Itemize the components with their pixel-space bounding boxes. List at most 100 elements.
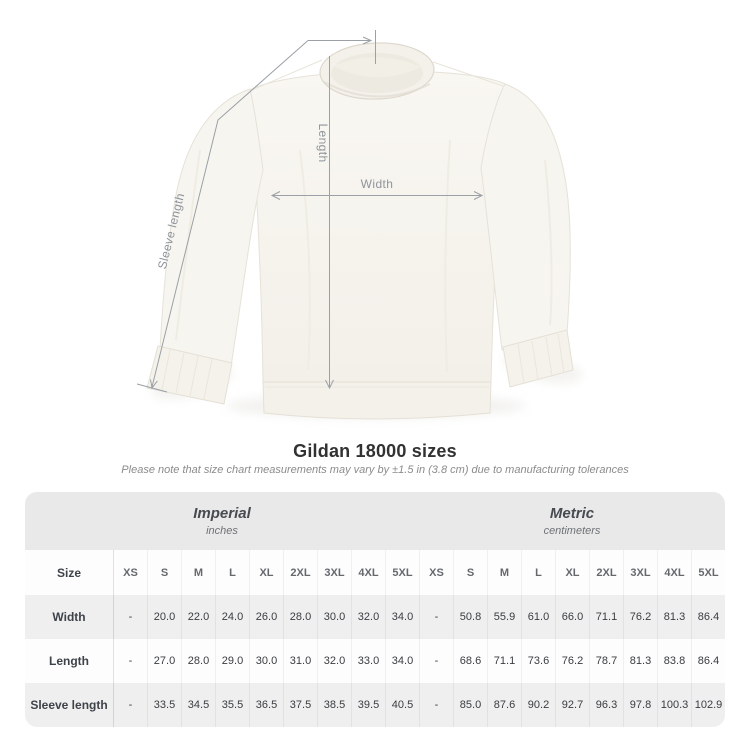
shoulder-seams: [251, 59, 504, 91]
imperial-name: Imperial: [193, 505, 251, 522]
value-cell-imperial: 38.5: [317, 683, 351, 727]
value-cell-imperial: 33.0: [351, 639, 385, 683]
right-sleeve: [480, 83, 571, 351]
measurement-annotations: [136, 30, 484, 393]
size-header-imperial: S: [147, 550, 181, 595]
value-cell-metric: -: [419, 683, 453, 727]
value-cell-imperial: 40.5: [385, 683, 419, 727]
metric-name: Metric: [549, 505, 595, 522]
size-header-metric: 4XL: [657, 550, 691, 595]
value-cell-metric: 76.2: [555, 639, 589, 683]
row-label: Width: [25, 595, 113, 639]
size-header-imperial: 3XL: [317, 550, 351, 595]
value-cell-metric: 86.4: [691, 595, 725, 639]
value-cell-imperial: -: [113, 595, 147, 639]
value-cell-metric: 66.0: [555, 595, 589, 639]
size-header-metric: S: [453, 550, 487, 595]
value-cell-imperial: 37.5: [283, 683, 317, 727]
value-cell-imperial: 36.5: [249, 683, 283, 727]
fabric-folds: [175, 139, 553, 373]
tolerance-note: Please note that size chart measurements…: [121, 464, 629, 476]
value-cell-imperial: 31.0: [283, 639, 317, 683]
imperial-header: Imperial inches: [25, 492, 419, 550]
value-cell-metric: 71.1: [589, 595, 623, 639]
size-header-metric: 3XL: [623, 550, 657, 595]
value-cell-metric: -: [419, 595, 453, 639]
size-header-imperial: 4XL: [351, 550, 385, 595]
size-header-imperial: M: [181, 550, 215, 595]
value-cell-metric: 97.8: [623, 683, 657, 727]
sweatshirt-body-group: [146, 42, 574, 420]
row-label: Sleeve length: [25, 683, 113, 727]
width-left-arrowhead-icon: [270, 191, 281, 200]
unit-header-band: Imperial inches Metric centimeters: [25, 492, 725, 550]
size-header-metric: XS: [419, 550, 453, 595]
value-cell-metric: 71.1: [487, 639, 521, 683]
metric-unit: centimeters: [543, 525, 601, 537]
product-measurement-figure: Width Length Sleeve length: [136, 30, 583, 420]
value-cell-metric: 73.6: [521, 639, 555, 683]
value-cell-imperial: -: [113, 639, 147, 683]
value-cell-imperial: 28.0: [181, 639, 215, 683]
value-cell-metric: 90.2: [521, 683, 555, 727]
size-header-imperial: L: [215, 550, 249, 595]
value-cell-imperial: 28.0: [283, 595, 317, 639]
sleeve-end-tick: [136, 383, 168, 393]
value-cell-metric: 96.3: [589, 683, 623, 727]
value-cell-imperial: 39.5: [351, 683, 385, 727]
value-cell-metric: 81.3: [623, 639, 657, 683]
value-cell-metric: 100.3: [657, 683, 691, 727]
value-cell-metric: 102.9: [691, 683, 725, 727]
value-cell-imperial: 32.0: [351, 595, 385, 639]
value-cell-imperial: 35.5: [215, 683, 249, 727]
metric-header: Metric centimeters: [419, 492, 725, 550]
value-cell-imperial: 34.0: [385, 595, 419, 639]
size-header-imperial: XL: [249, 550, 283, 595]
page-title: Gildan 18000 sizes: [293, 441, 457, 461]
length-arrowhead-icon: [325, 379, 334, 390]
collar: [319, 42, 435, 100]
value-cell-metric: -: [419, 639, 453, 683]
value-cell-metric: 92.7: [555, 683, 589, 727]
size-column-header: Size: [56, 565, 81, 580]
width-right-arrowhead-icon: [473, 191, 484, 200]
size-header-metric: M: [487, 550, 521, 595]
value-cell-metric: 61.0: [521, 595, 555, 639]
size-grid: Size XS S M L XL 2XL 3XL 4XL 5XL XS S M L XL 2XL 3XL 4XL 5…: [25, 550, 725, 727]
sweatshirt-illustration: Width Length Sleeve length: [136, 30, 583, 420]
size-header-imperial: 2XL: [283, 550, 317, 595]
value-cell-metric: 55.9: [487, 595, 521, 639]
value-cell-metric: 85.0: [453, 683, 487, 727]
value-cell-imperial: 30.0: [317, 595, 351, 639]
size-header-metric: 5XL: [691, 550, 725, 595]
value-cell-metric: 68.6: [453, 639, 487, 683]
value-cell-imperial: 26.0: [249, 595, 283, 639]
sweatshirt-body: [249, 70, 506, 385]
sleeve-length-line: [151, 40, 309, 388]
value-cell-metric: 50.8: [453, 595, 487, 639]
value-cell-metric: 83.8: [657, 639, 691, 683]
width-label: Width: [361, 177, 394, 191]
value-cell-imperial: 27.0: [147, 639, 181, 683]
value-cell-imperial: -: [113, 683, 147, 727]
right-cuff-ribs: [517, 333, 565, 384]
right-arrowhead-icon: [362, 36, 373, 45]
value-cell-metric: 78.7: [589, 639, 623, 683]
value-cell-imperial: 33.5: [147, 683, 181, 727]
value-cell-imperial: 32.0: [317, 639, 351, 683]
size-header-metric: XL: [555, 550, 589, 595]
value-cell-imperial: 29.0: [215, 639, 249, 683]
size-header-metric: L: [521, 550, 555, 595]
size-chart-table: Imperial inches Metric centimeters Size X…: [25, 492, 725, 727]
value-cell-metric: 87.6: [487, 683, 521, 727]
value-cell-metric: 76.2: [623, 595, 657, 639]
value-cell-imperial: 30.0: [249, 639, 283, 683]
value-cell-imperial: 20.0: [147, 595, 181, 639]
length-label: Length: [316, 123, 330, 162]
size-header-imperial: 5XL: [385, 550, 419, 595]
value-cell-imperial: 34.0: [385, 639, 419, 683]
hem-band: [262, 381, 492, 420]
value-cell-imperial: 34.5: [181, 683, 215, 727]
size-header-metric: 2XL: [589, 550, 623, 595]
size-header-imperial: XS: [113, 550, 147, 595]
